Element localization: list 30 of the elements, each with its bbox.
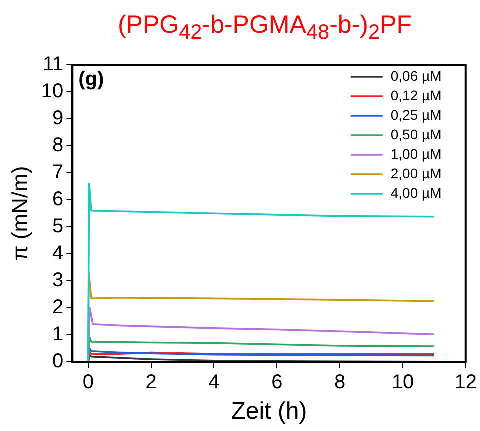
y-tick-label: 1 <box>52 324 64 346</box>
y-tick-label: 4 <box>52 242 64 265</box>
y-tick-label: 6 <box>52 188 64 211</box>
chart-title: (PPG$_{42}$-b-PGMA$_{48}$-b-)$_{2}$PF <box>116 10 414 46</box>
legend-label: 0,06 µM <box>390 68 442 84</box>
y-tick-label: 10 <box>41 80 64 103</box>
annotation: (g) <box>78 68 104 91</box>
y-tick-label: 5 <box>52 216 64 238</box>
y-tick-label: 11 <box>42 54 64 76</box>
x-tick-label: 6 <box>272 372 283 394</box>
legend-label: 1,00 µM <box>390 146 442 162</box>
legend-label: 2,00 µM <box>390 165 442 182</box>
legend-label: 0,12 µM <box>390 87 442 104</box>
x-tick-label: 0 <box>82 372 94 394</box>
y-tick-label: 3 <box>52 270 64 292</box>
y-tick-label: 7 <box>52 162 64 184</box>
x-tick-label: 2 <box>146 372 157 394</box>
y-tick-label: 2 <box>52 296 64 319</box>
legend-label: 4,00 µM <box>390 184 442 201</box>
y-tick-label: 0 <box>52 350 64 373</box>
legend-label: 0,25 µM <box>390 106 442 123</box>
x-tick-label: 12 <box>454 372 477 394</box>
x-axis-title: Zeit (h) <box>231 398 308 426</box>
x-tick-label: 10 <box>392 372 414 394</box>
y-tick-label: 8 <box>52 134 64 157</box>
y-tick-label: 9 <box>52 108 64 130</box>
x-tick-label: 4 <box>208 372 220 394</box>
legend-label: 0,50 µM <box>390 126 442 142</box>
x-tick-label: 8 <box>334 372 346 394</box>
y-axis-title: π (mN/m) <box>7 166 32 261</box>
